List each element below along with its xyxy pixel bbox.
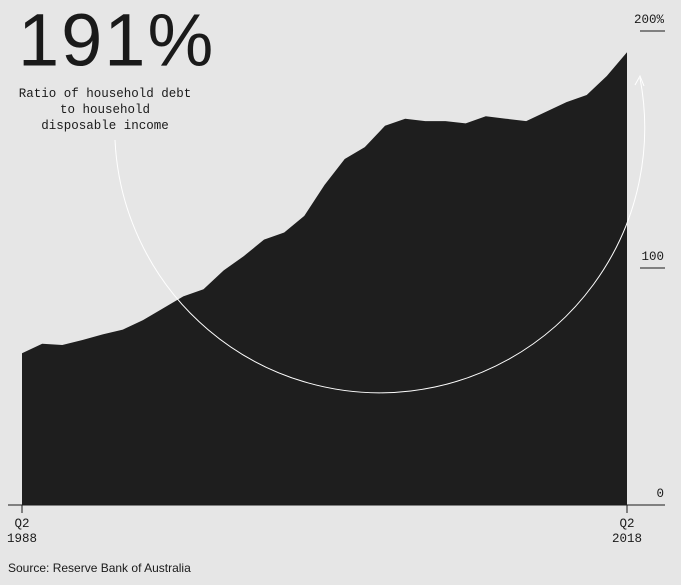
subtitle-line: to household: [60, 103, 150, 117]
x-tick-label-line: 1988: [7, 532, 37, 546]
x-tick-label-line: Q2: [619, 517, 634, 531]
y-tick-label: 200%: [634, 13, 665, 27]
x-tick-label: Q2 1988: [7, 517, 37, 546]
subtitle-line: Ratio of household debt: [19, 87, 192, 101]
x-tick-label-line: Q2: [14, 517, 29, 531]
y-tick-label: 0: [656, 487, 664, 501]
source: Source: Reserve Bank of Australia: [8, 561, 191, 575]
subtitle: Ratio of household debt to household dispo…: [19, 87, 192, 133]
x-tick-label-line: 2018: [612, 532, 642, 546]
annotation-arc: [114, 77, 646, 394]
subtitle-line: disposable income: [41, 119, 169, 133]
chart-title: 191%: [18, 0, 215, 82]
y-tick-label: 100: [641, 250, 664, 264]
x-tick-label: Q2 2018: [612, 517, 642, 546]
area: [22, 52, 627, 506]
annotation-arrow: [634, 74, 645, 87]
